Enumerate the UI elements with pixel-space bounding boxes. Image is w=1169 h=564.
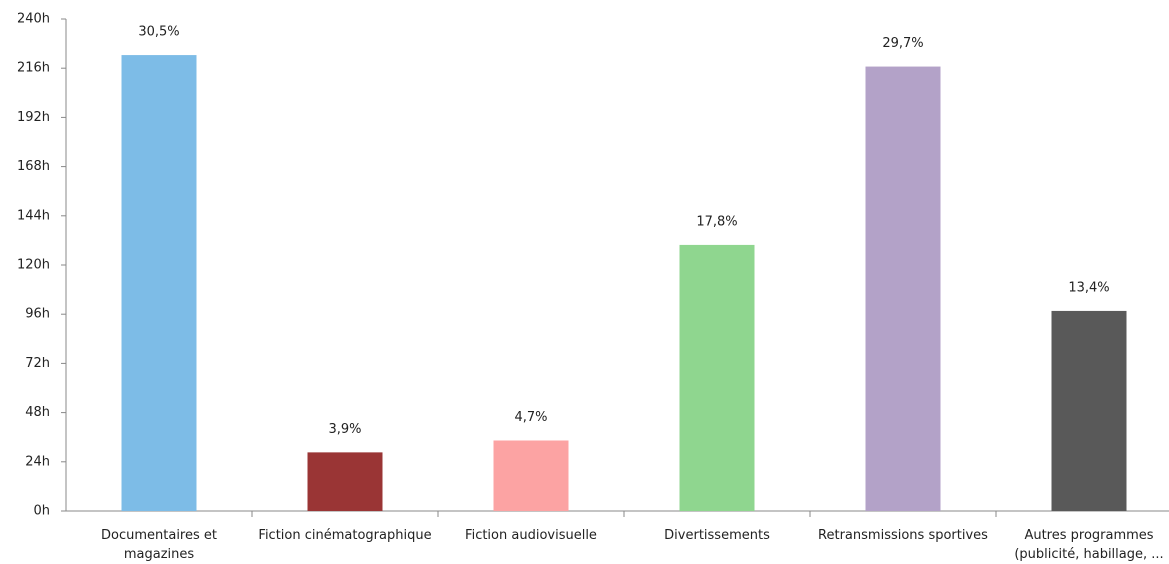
- bar: [679, 244, 755, 511]
- x-tick-label: Autres programmes (publicité, habillage,…: [1014, 528, 1164, 562]
- data-label: 17,8%: [696, 214, 737, 229]
- y-tick-label: 144h: [17, 208, 50, 223]
- y-tick-label: 240h: [17, 12, 50, 27]
- x-tick-label: Fiction audiovisuelle: [465, 528, 597, 543]
- data-label: 13,4%: [1068, 280, 1109, 295]
- bar: [307, 452, 383, 511]
- y-tick-label: 24h: [25, 454, 50, 469]
- y-tick-label: 72h: [25, 356, 50, 371]
- y-tick-label: 216h: [17, 61, 50, 76]
- x-tick-label: Fiction cinématographique: [258, 528, 432, 543]
- data-label: 30,5%: [138, 25, 179, 40]
- y-tick-label: 0h: [33, 504, 50, 519]
- x-tick-label: Documentaires et magazines: [101, 528, 217, 562]
- y-tick-label: 96h: [25, 307, 50, 322]
- y-tick-label: 192h: [17, 110, 50, 125]
- bar: [865, 66, 941, 511]
- bar: [493, 440, 569, 511]
- data-label: 4,7%: [514, 410, 547, 425]
- data-label: 29,7%: [882, 36, 923, 51]
- bar: [121, 55, 197, 511]
- data-label: 3,9%: [328, 422, 361, 437]
- x-tick-label: Divertissements: [664, 528, 770, 543]
- bar: [1051, 310, 1127, 511]
- y-tick-label: 168h: [17, 159, 50, 174]
- y-tick-label: 48h: [25, 405, 50, 420]
- y-tick-label: 120h: [17, 258, 50, 273]
- x-tick-label: Retransmissions sportives: [818, 528, 988, 543]
